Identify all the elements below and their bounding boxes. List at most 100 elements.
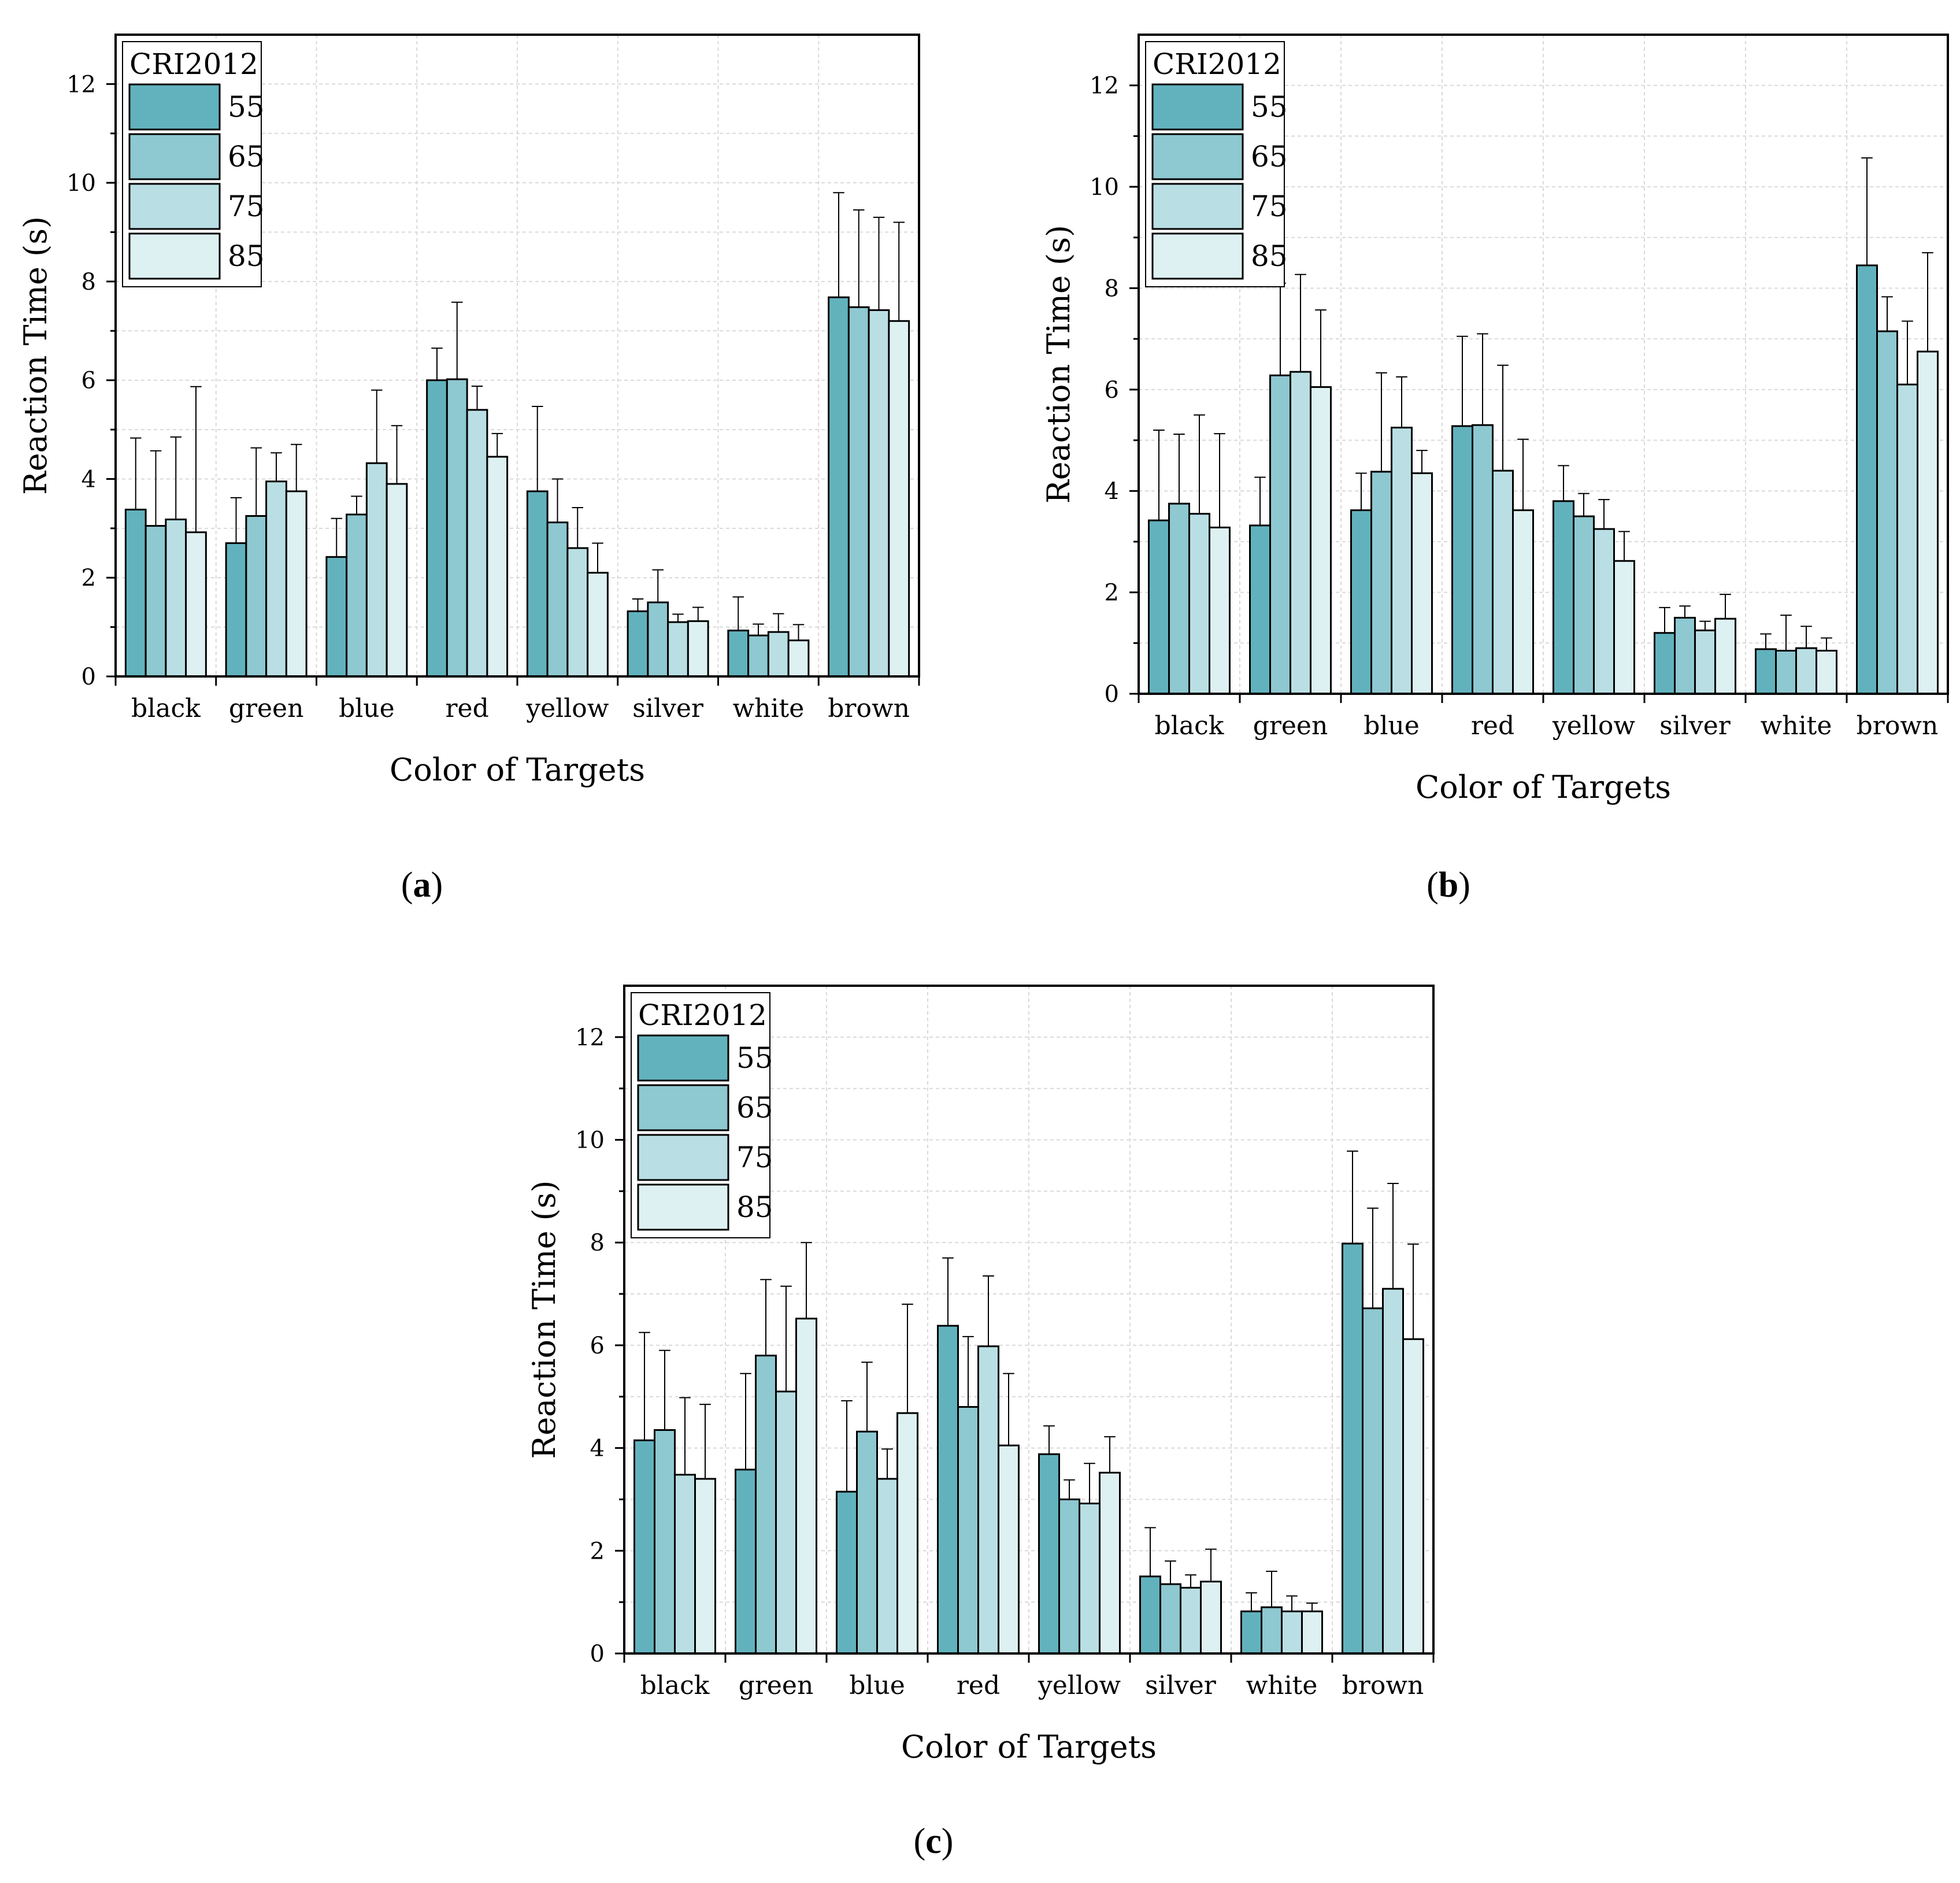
bar-55-black <box>1148 519 1170 695</box>
bar-85-brown <box>1402 1338 1424 1655</box>
x-category-label: black <box>1155 711 1224 741</box>
legend-entry-label: 85 <box>228 239 265 273</box>
bar-85-green <box>285 490 307 678</box>
legend-entry-label: 65 <box>228 140 265 173</box>
bar-75-yellow <box>566 547 589 678</box>
legend-swatch-55 <box>1151 83 1244 131</box>
bar-65-brown <box>1876 330 1898 695</box>
bar-65-yellow <box>1058 1498 1080 1655</box>
bar-65-blue <box>1370 471 1392 695</box>
bar-55-blue <box>1350 509 1372 695</box>
bar-75-red <box>1492 469 1514 695</box>
chart-panel-c: 0 2 4 6 8 10 12 black green blue red yellow silver wh… <box>526 985 1435 1765</box>
y-tick-label: 0 <box>1105 681 1119 708</box>
x-axis-title: Color of Targets <box>390 752 645 788</box>
y-tick-label: 2 <box>1105 580 1119 606</box>
legend-entry-label: 55 <box>228 90 265 124</box>
panel-label-b: (b) <box>1427 865 1470 905</box>
legend-title: CRI2012 <box>1153 47 1281 81</box>
bar-55-green <box>225 542 247 678</box>
bar-75-blue <box>1391 427 1413 695</box>
bar-65-green <box>245 515 268 678</box>
bar-85-black <box>1209 526 1231 695</box>
y-tick-label: 10 <box>1090 174 1119 201</box>
bar-75-green <box>265 480 287 678</box>
y-tick-label: 10 <box>575 1127 605 1154</box>
y-tick-label: 4 <box>590 1436 605 1462</box>
bar-85-green <box>1310 386 1332 695</box>
bar-65-green <box>755 1355 777 1655</box>
bar-55-blue <box>836 1490 858 1655</box>
bar-85-red <box>486 456 509 678</box>
bar-55-white <box>1755 648 1777 695</box>
y-tick-label: 2 <box>590 1538 605 1564</box>
bar-85-silver <box>1714 617 1736 695</box>
bar-65-blue <box>856 1430 878 1655</box>
bar-65-white <box>1261 1606 1283 1655</box>
y-tick-label: 0 <box>81 664 96 690</box>
bar-85-yellow <box>587 572 609 678</box>
bar-55-white <box>1240 1610 1262 1655</box>
bar-85-red <box>998 1444 1020 1655</box>
legend-swatch-65 <box>128 133 221 180</box>
y-tick-label: 6 <box>1105 377 1119 404</box>
x-category-label: green <box>229 694 304 723</box>
legend-swatch-75 <box>128 183 221 230</box>
bar-65-white <box>1775 649 1797 695</box>
bar-75-yellow <box>1079 1503 1101 1655</box>
panel-label-a: (a) <box>401 865 443 905</box>
x-category-label: yellow <box>1038 1671 1121 1700</box>
y-tick-label: 8 <box>1105 275 1119 302</box>
bar-75-blue <box>365 462 388 678</box>
y-tick-label: 12 <box>1090 73 1119 99</box>
bar-75-brown <box>1382 1288 1404 1655</box>
bar-85-blue <box>386 483 408 678</box>
bar-75-black <box>165 518 187 678</box>
bar-85-blue <box>1411 472 1433 695</box>
bar-65-brown <box>847 306 870 678</box>
bar-65-brown <box>1362 1307 1384 1655</box>
legend-entry-label: 65 <box>736 1091 773 1124</box>
bar-55-white <box>727 630 750 678</box>
x-category-label: silver <box>632 694 704 723</box>
x-category-label: brown <box>1342 1671 1424 1700</box>
bar-65-yellow <box>1573 515 1595 695</box>
legend-title: CRI2012 <box>638 998 767 1032</box>
legend-entry-label: 55 <box>736 1041 773 1075</box>
bar-55-yellow <box>1553 500 1574 695</box>
bar-75-white <box>767 631 790 678</box>
bar-75-silver <box>1180 1586 1202 1655</box>
y-tick-label: 2 <box>81 565 96 591</box>
bar-55-brown <box>1856 264 1878 695</box>
y-tick-label: 8 <box>590 1230 605 1256</box>
x-category-label: black <box>131 694 201 723</box>
legend-title: CRI2012 <box>129 47 258 81</box>
y-tick-label: 10 <box>66 170 96 197</box>
bar-75-green <box>775 1390 797 1655</box>
bar-55-green <box>1249 524 1271 695</box>
legend-entry-label: 85 <box>736 1190 773 1224</box>
bar-65-black <box>145 525 167 678</box>
bar-55-blue <box>325 556 348 678</box>
bar-65-red <box>446 378 468 678</box>
legend-swatch-85 <box>637 1183 729 1231</box>
x-category-label: green <box>1253 711 1328 741</box>
x-axis-title: Color of Targets <box>1416 769 1671 805</box>
bar-85-white <box>1301 1610 1323 1655</box>
x-category-label: white <box>1246 1671 1318 1700</box>
bar-65-black <box>654 1429 676 1655</box>
bar-75-white <box>1795 647 1817 695</box>
chart-panel-a: 0 2 4 6 8 10 12 black green blue red yellow silver wh… <box>17 34 920 788</box>
bar-55-red <box>1451 425 1473 695</box>
x-category-label: brown <box>828 694 910 723</box>
legend-entry-label: 55 <box>1251 90 1288 124</box>
bar-55-yellow <box>526 490 549 678</box>
bar-65-silver <box>647 601 669 678</box>
bar-75-green <box>1290 371 1311 695</box>
bar-75-brown <box>868 309 890 678</box>
bar-75-yellow <box>1593 528 1615 695</box>
bar-85-green <box>795 1318 817 1655</box>
bar-75-white <box>1281 1610 1303 1655</box>
y-axis-title: Reaction Time (s) <box>1040 225 1077 504</box>
